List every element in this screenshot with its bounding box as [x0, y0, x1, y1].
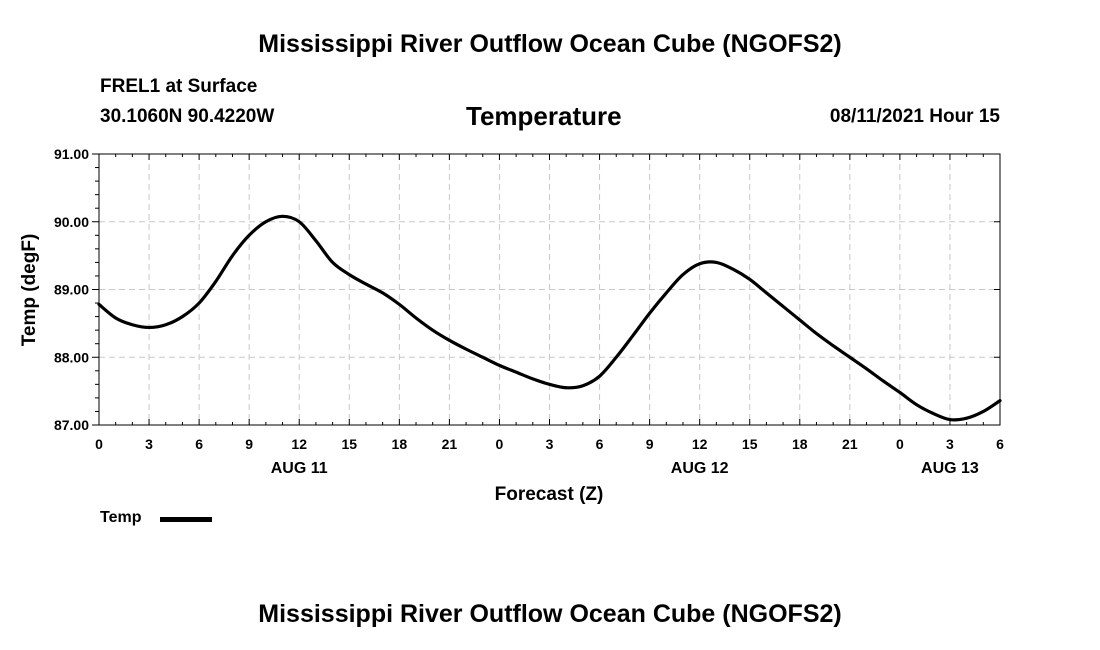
x-tick-label: 6: [596, 436, 604, 452]
x-tick-label: 3: [546, 436, 554, 452]
x-tick-label: 3: [145, 436, 153, 452]
x-tick-label: 18: [392, 436, 408, 452]
y-tick-label: 87.00: [54, 417, 89, 433]
series-line-temp: [97, 214, 1002, 422]
x-tick-label: 3: [946, 436, 954, 452]
x-tick-label: 6: [996, 436, 1004, 452]
x-tick-label: 15: [742, 436, 758, 452]
x-tick-label: 6: [195, 436, 203, 452]
date-label: AUG 11: [271, 460, 328, 477]
x-tick-label: 18: [792, 436, 808, 452]
x-tick-label: 9: [245, 436, 253, 452]
y-tick-label: 88.00: [54, 349, 89, 365]
axes: 0 3 6 9 12 15 18 21 0 3 6 9 12 15 18 21 0 3 6 87.00 88.00 89.…: [54, 146, 1004, 477]
station-label: FREL1 at Surface: [100, 76, 258, 97]
chart-top-title: Mississippi River Outflow Ocean Cube (NG…: [258, 30, 842, 58]
forecast-timestamp: 08/11/2021 Hour 15: [829, 106, 1000, 127]
x-tick-label: 0: [896, 436, 904, 452]
x-tick-label: 12: [692, 436, 708, 452]
y-axis-title: Temp (degF): [19, 234, 40, 347]
x-tick-label: 9: [646, 436, 654, 452]
plot-frame: [98, 153, 1001, 426]
x-tick-label: 21: [842, 436, 858, 452]
x-axis-title: Forecast (Z): [495, 484, 604, 505]
axis-labels: Forecast (Z) Temp (degF): [19, 234, 603, 505]
y-tick-label: 91.00: [54, 146, 89, 162]
plot-title: Temperature: [466, 101, 622, 131]
series-layer: [97, 214, 1002, 422]
x-tick-label: 0: [496, 436, 504, 452]
y-tick-label: 90.00: [54, 214, 89, 230]
legend-label: Temp: [100, 509, 142, 526]
date-label: AUG 13: [921, 460, 979, 477]
x-tick-label: 0: [95, 436, 103, 452]
x-tick-label: 21: [442, 436, 458, 452]
station-coordinates: 30.1060N 90.4220W: [100, 106, 275, 127]
legend-line-swatch: [160, 517, 212, 522]
date-label: AUG 12: [671, 460, 729, 477]
y-tick-label: 89.00: [54, 282, 89, 298]
x-tick-label: 12: [291, 436, 307, 452]
x-tick-label: 15: [341, 436, 357, 452]
chart-bottom-title: Mississippi River Outflow Ocean Cube (NG…: [258, 600, 842, 628]
